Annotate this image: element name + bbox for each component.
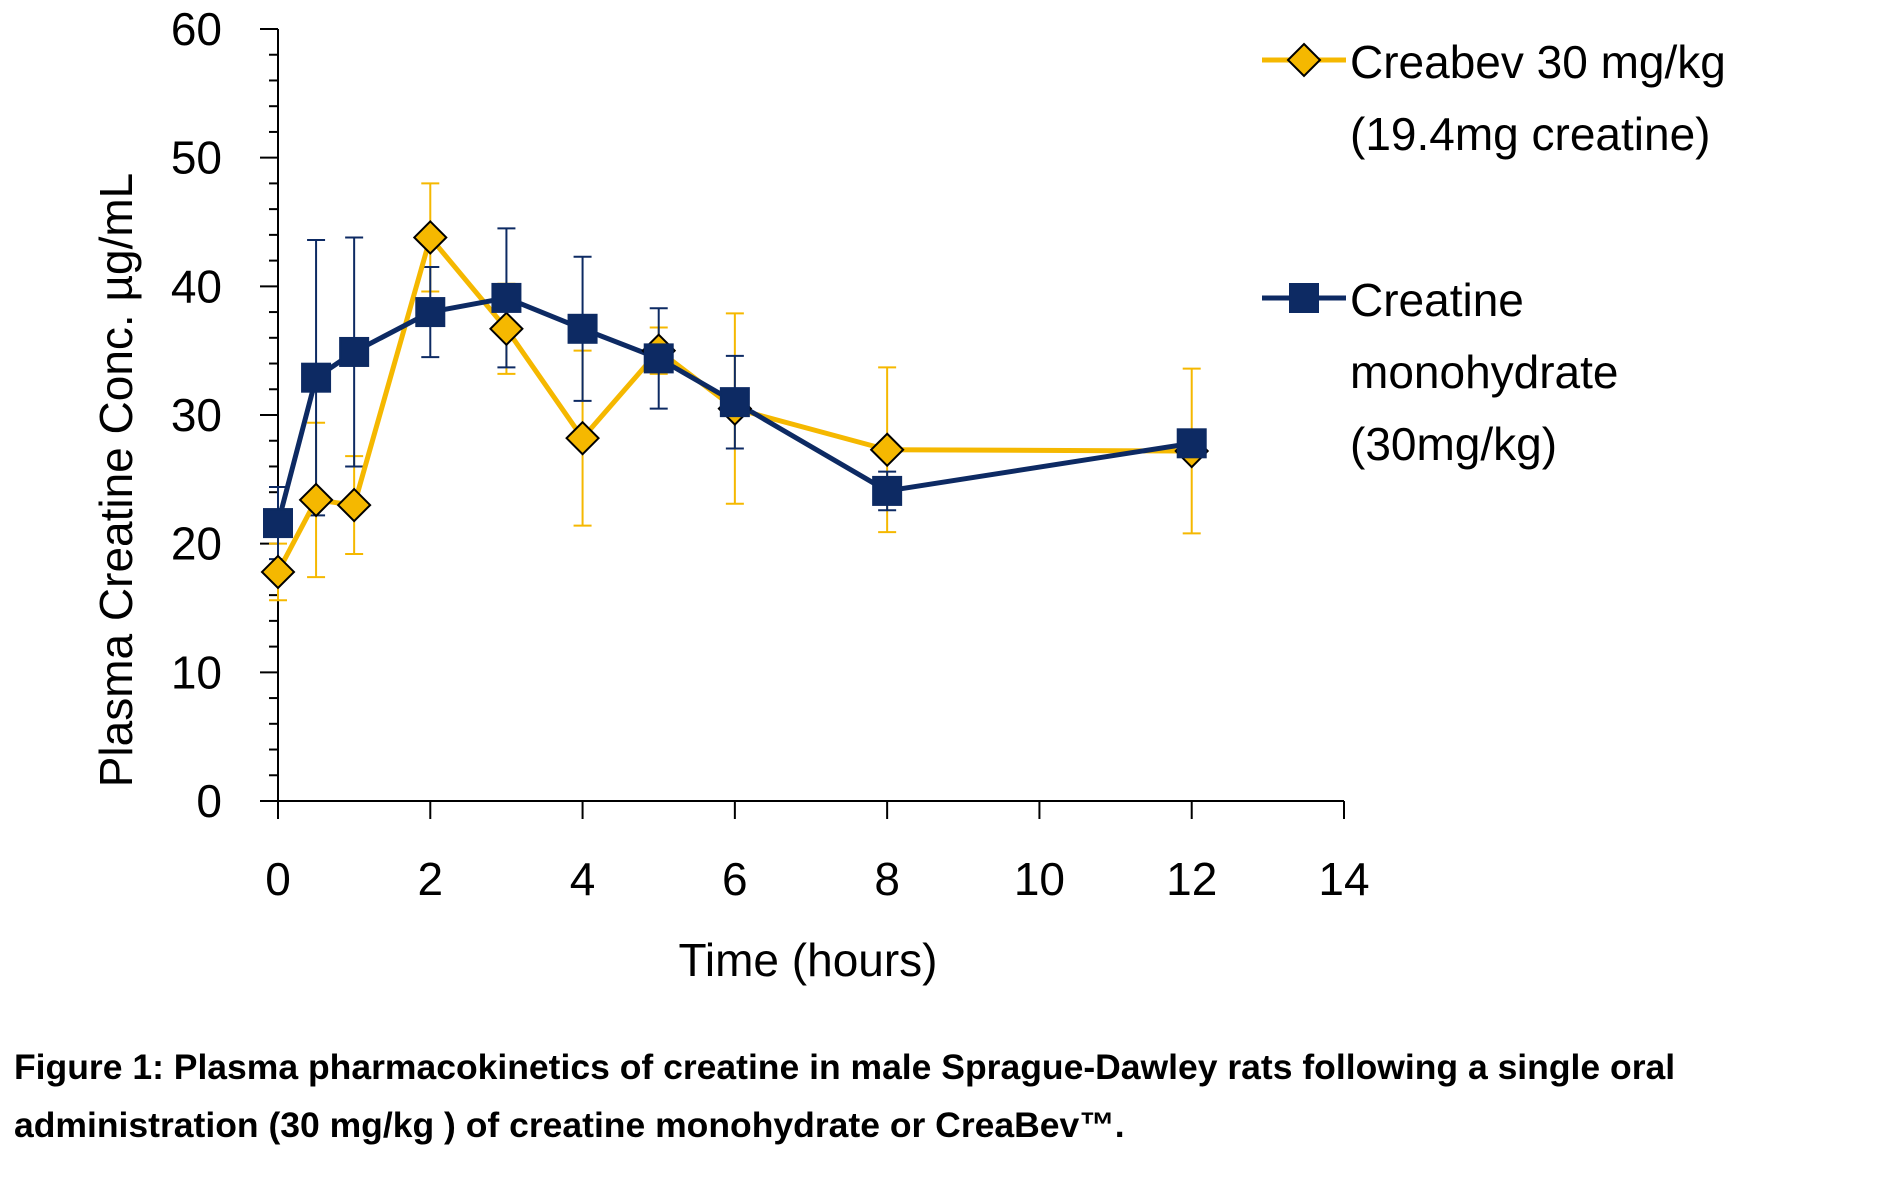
axes: 0 10 20 30 40 50 60 0 2 4 6 8 10 12 14 bbox=[171, 3, 1370, 905]
x-axis-label: Time (hours) bbox=[679, 934, 938, 986]
series-lines bbox=[275, 234, 1193, 574]
series-markers bbox=[260, 220, 1210, 590]
x-tick-label: 8 bbox=[874, 853, 900, 905]
data-point-creabev bbox=[869, 432, 905, 468]
data-point-creabev bbox=[298, 482, 334, 518]
legend-marker-creatine bbox=[1289, 283, 1319, 313]
data-point-creatine bbox=[263, 508, 293, 539]
series-line-creatine bbox=[275, 295, 1193, 524]
data-point-creatine bbox=[567, 313, 598, 344]
legend-marks bbox=[1262, 42, 1346, 313]
data-point-creabev bbox=[336, 487, 372, 523]
data-point-creatine bbox=[415, 297, 446, 328]
legend-label-creatine-line2: monohydrate bbox=[1350, 346, 1619, 398]
legend-label-creabev-line1: Creabev 30 mg/kg bbox=[1350, 36, 1726, 88]
data-point-creatine bbox=[1176, 428, 1207, 459]
y-tick-label: 40 bbox=[171, 260, 222, 312]
x-tick-label: 14 bbox=[1318, 853, 1369, 905]
x-tick-label: 6 bbox=[722, 853, 748, 905]
data-point-creabev bbox=[489, 311, 524, 347]
legend-entry-creabev: Creabev 30 mg/kg (19.4mg creatine) bbox=[1350, 26, 1726, 170]
y-tick-label: 20 bbox=[171, 518, 222, 570]
figure-caption-line1: Figure 1: Plasma pharmacokinetics of cre… bbox=[14, 1047, 1676, 1087]
data-point-creatine bbox=[339, 336, 370, 367]
y-tick-label: 10 bbox=[171, 646, 222, 698]
legend-label-creatine-line3: (30mg/kg) bbox=[1350, 418, 1558, 470]
y-axis-label: Plasma Creatine Conc. µg/mL bbox=[90, 173, 142, 788]
x-tick-label: 10 bbox=[1014, 853, 1065, 905]
data-point-creatine bbox=[872, 475, 903, 506]
data-point-creatine bbox=[643, 343, 674, 374]
data-point-creabev bbox=[565, 420, 600, 456]
data-point-creatine bbox=[719, 387, 750, 418]
data-point-creabev bbox=[412, 220, 448, 255]
y-tick-label: 30 bbox=[171, 389, 222, 441]
data-point-creatine bbox=[491, 282, 522, 313]
series-line-creabev bbox=[275, 234, 1192, 574]
legend-label-creatine-line1: Creatine bbox=[1350, 274, 1524, 326]
legend-marker-creabev bbox=[1286, 42, 1322, 78]
x-tick-label: 0 bbox=[265, 853, 291, 905]
data-point-creatine bbox=[301, 362, 332, 393]
x-tick-label: 4 bbox=[570, 853, 596, 905]
legend-entry-creatine-monohydrate: Creatine monohydrate (30mg/kg) bbox=[1350, 264, 1619, 480]
y-tick-label: 50 bbox=[171, 132, 222, 184]
y-tick-label: 0 bbox=[196, 775, 222, 827]
figure-caption: Figure 1: Plasma pharmacokinetics of cre… bbox=[14, 1038, 1872, 1154]
x-tick-label: 2 bbox=[417, 853, 443, 905]
y-tick-label: 60 bbox=[171, 3, 222, 55]
figure-caption-line2: administration (30 mg/kg ) of creatine m… bbox=[14, 1105, 1125, 1145]
data-point-creabev bbox=[260, 554, 296, 590]
legend-label-creabev-line2: (19.4mg creatine) bbox=[1350, 108, 1711, 160]
x-tick-label: 12 bbox=[1166, 853, 1217, 905]
